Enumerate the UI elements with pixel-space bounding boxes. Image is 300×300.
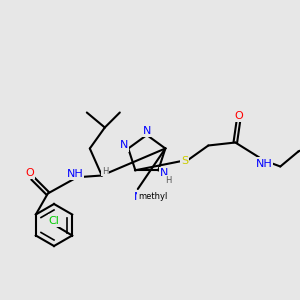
Text: NH: NH	[66, 169, 83, 179]
Text: N: N	[142, 125, 151, 136]
Text: N: N	[160, 168, 169, 178]
Text: S: S	[181, 155, 188, 166]
Text: H: H	[166, 176, 172, 185]
Text: O: O	[26, 167, 34, 178]
Text: Cl: Cl	[49, 215, 60, 226]
Text: NH: NH	[255, 158, 272, 169]
Text: N: N	[120, 140, 128, 151]
Text: methyl: methyl	[138, 192, 167, 201]
Text: O: O	[234, 110, 243, 121]
Text: H: H	[102, 167, 108, 176]
Text: N: N	[134, 191, 142, 202]
